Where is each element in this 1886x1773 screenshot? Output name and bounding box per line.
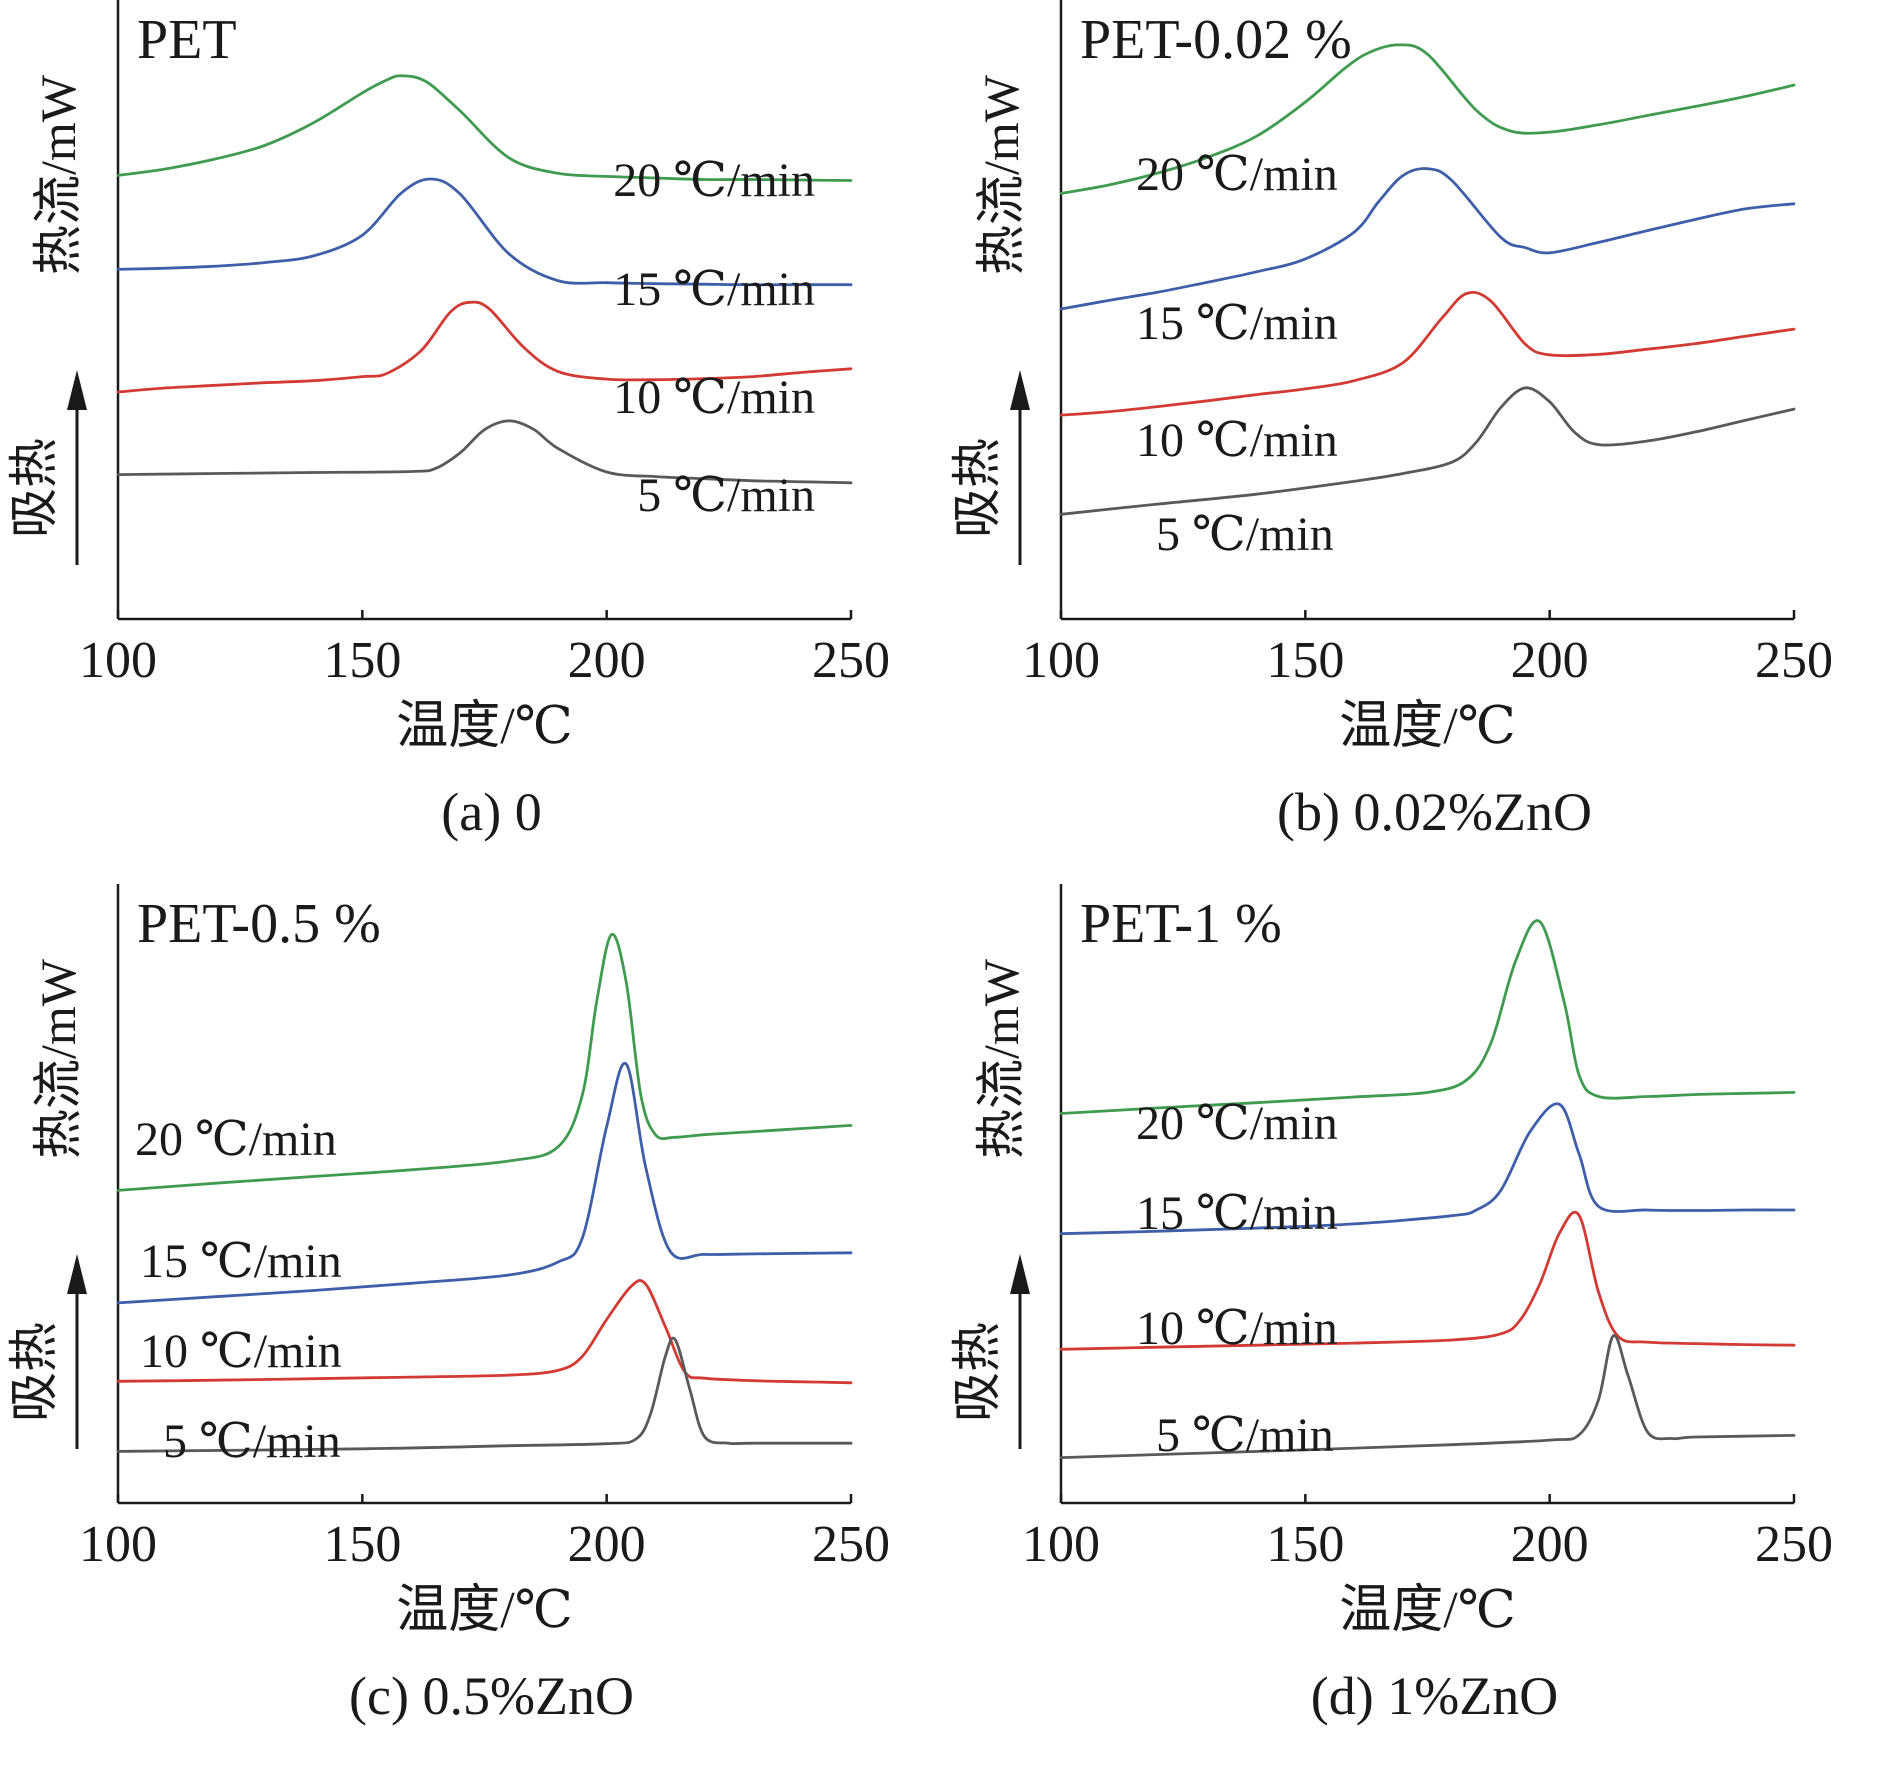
panel-title: PET-0.5 % (137, 893, 381, 955)
series-line-green-20 (1059, 43, 1796, 195)
series-line-red-10 (1059, 290, 1796, 417)
series-label-5: 5 ℃/min (163, 1415, 341, 1468)
series-line-green-20 (1059, 919, 1796, 1115)
x-tick-label: 250 (1755, 632, 1833, 689)
panel-caption: (d) 1%ZnO (1311, 1666, 1558, 1726)
series-line-green-20 (116, 74, 853, 182)
x-axis-label: 温度/℃ (1339, 698, 1516, 755)
series-label-5: 5 ℃/min (637, 469, 815, 522)
series-label-15: 15 ℃/min (140, 1235, 342, 1288)
y-axis-label: 热流/mW (973, 74, 1029, 275)
series-label-15: 15 ℃/min (1136, 1187, 1338, 1240)
endotherm-arrow-icon (1010, 1254, 1030, 1294)
series-line-red-10 (1059, 1210, 1796, 1351)
x-tick-label: 150 (323, 1516, 401, 1573)
series-label-15: 15 ℃/min (613, 263, 815, 316)
panel-title: PET (137, 9, 237, 71)
endotherm-arrow-icon (1010, 370, 1030, 410)
series-label-10: 10 ℃/min (1136, 1302, 1338, 1355)
x-tick-label: 250 (1755, 1516, 1833, 1573)
x-tick-label: 200 (568, 632, 646, 689)
x-tick-label: 200 (1511, 632, 1589, 689)
series-line-grey-5 (1059, 386, 1796, 516)
series-line-grey-5 (116, 1336, 853, 1453)
series-label-20: 20 ℃/min (1136, 148, 1338, 201)
endotherm-label: 吸热 (6, 1322, 62, 1422)
x-tick-label: 100 (79, 1516, 157, 1573)
series-line-green-20 (116, 933, 853, 1192)
endotherm-label: 吸热 (949, 438, 1005, 538)
series-line-blue-15 (116, 177, 853, 287)
y-axis-label: 热流/mW (30, 958, 86, 1159)
chart-a: 100 150 200 250 温度/℃ (a) 0 热流/mW 吸热 PET 20 ℃/min 1… (6, 0, 890, 842)
panel-caption: (a) 0 (441, 782, 541, 842)
x-tick-label: 200 (1511, 1516, 1589, 1573)
x-tick-label: 100 (79, 632, 157, 689)
panel-d: 100 150 200 250 温度/℃ (d) 1%ZnO 热流/mW 吸热 PET-1 % 2… (943, 884, 1886, 1768)
series-label-20: 20 ℃/min (135, 1113, 337, 1166)
series-line-blue-15 (1059, 167, 1796, 311)
series-label-10: 10 ℃/min (1136, 414, 1338, 467)
series-label-20: 20 ℃/min (613, 154, 815, 207)
x-tick-label: 100 (1022, 632, 1100, 689)
x-tick-label: 200 (568, 1516, 646, 1573)
endotherm-arrow-icon (67, 370, 87, 410)
panel-c: 100 150 200 250 温度/℃ (c) 0.5%ZnO 热流/mW 吸热 PET-0.… (0, 884, 943, 1768)
y-axis-label: 热流/mW (973, 958, 1029, 1159)
endotherm-label: 吸热 (6, 438, 62, 538)
series-label-5: 5 ℃/min (1156, 1409, 1334, 1462)
panel-b: 100 150 200 250 温度/℃ (b) 0.02%ZnO 热流/mW 吸热 PET-0… (943, 0, 1886, 884)
chart-d: 100 150 200 250 温度/℃ (d) 1%ZnO 热流/mW 吸热 PET-1 % 2… (949, 884, 1833, 1726)
series-line-blue-15 (116, 1061, 853, 1305)
chart-b: 100 150 200 250 温度/℃ (b) 0.02%ZnO 热流/mW 吸热 PET-0… (949, 0, 1833, 842)
panel-caption: (c) 0.5%ZnO (349, 1666, 634, 1726)
series-label-10: 10 ℃/min (613, 371, 815, 424)
x-tick-label: 250 (812, 632, 890, 689)
panel-a: 100 150 200 250 温度/℃ (a) 0 热流/mW 吸热 PET 20 ℃/min 1… (0, 0, 943, 884)
series-label-15: 15 ℃/min (1136, 297, 1338, 350)
x-tick-label: 150 (1266, 632, 1344, 689)
x-tick-label: 150 (1266, 1516, 1344, 1573)
series-line-blue-15 (1059, 1102, 1796, 1236)
series-line-grey-5 (1059, 1334, 1796, 1459)
series-line-grey-5 (116, 419, 853, 485)
x-tick-label: 250 (812, 1516, 890, 1573)
endotherm-label: 吸热 (949, 1322, 1005, 1422)
series-label-5: 5 ℃/min (1156, 508, 1334, 561)
series-label-10: 10 ℃/min (140, 1325, 342, 1378)
chart-c: 100 150 200 250 温度/℃ (c) 0.5%ZnO 热流/mW 吸热 PET-0.… (6, 884, 890, 1726)
endotherm-arrow-icon (67, 1254, 87, 1294)
series-label-20: 20 ℃/min (1136, 1097, 1338, 1150)
series-line-red-10 (116, 1279, 853, 1385)
x-axis-label: 温度/℃ (396, 698, 573, 755)
panel-title: PET-0.02 % (1080, 9, 1352, 71)
series-line-red-10 (116, 300, 853, 394)
panel-caption: (b) 0.02%ZnO (1277, 782, 1592, 842)
x-axis-label: 温度/℃ (1339, 1582, 1516, 1639)
x-tick-label: 150 (323, 632, 401, 689)
panel-title: PET-1 % (1080, 893, 1282, 955)
y-axis-label: 热流/mW (30, 74, 86, 275)
x-tick-label: 100 (1022, 1516, 1100, 1573)
x-axis-label: 温度/℃ (396, 1582, 573, 1639)
